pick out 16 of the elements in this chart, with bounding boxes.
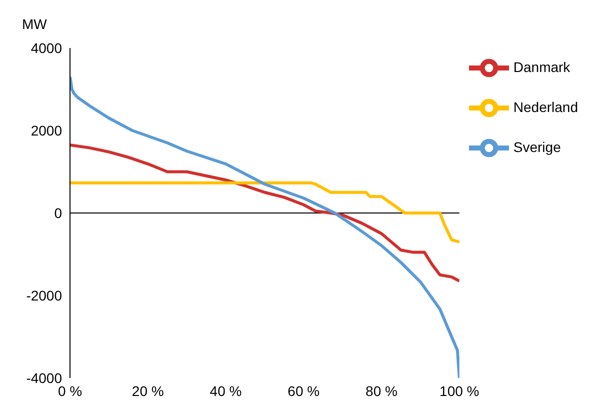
legend-label: Sverige xyxy=(513,139,561,156)
legend-label: Nederland xyxy=(513,99,578,116)
x-tick-label: 80 % xyxy=(366,382,398,399)
x-tick-label: 100 % xyxy=(440,382,480,399)
y-tick-label: 4000 xyxy=(30,40,62,56)
x-tick-label: 60 % xyxy=(288,382,320,399)
line-series xyxy=(70,181,460,244)
y-tick-label: -2000 xyxy=(26,287,62,304)
y-tick-label: 0 xyxy=(54,204,62,221)
line-series xyxy=(70,75,460,378)
legend-label: Danmark xyxy=(513,59,570,76)
y-tick-label: 2000 xyxy=(30,122,62,138)
x-tick-label: 40 % xyxy=(210,382,242,399)
y-axis-title: MW xyxy=(22,16,47,32)
x-tick-label: 20 % xyxy=(132,382,164,399)
line-series xyxy=(70,143,460,283)
